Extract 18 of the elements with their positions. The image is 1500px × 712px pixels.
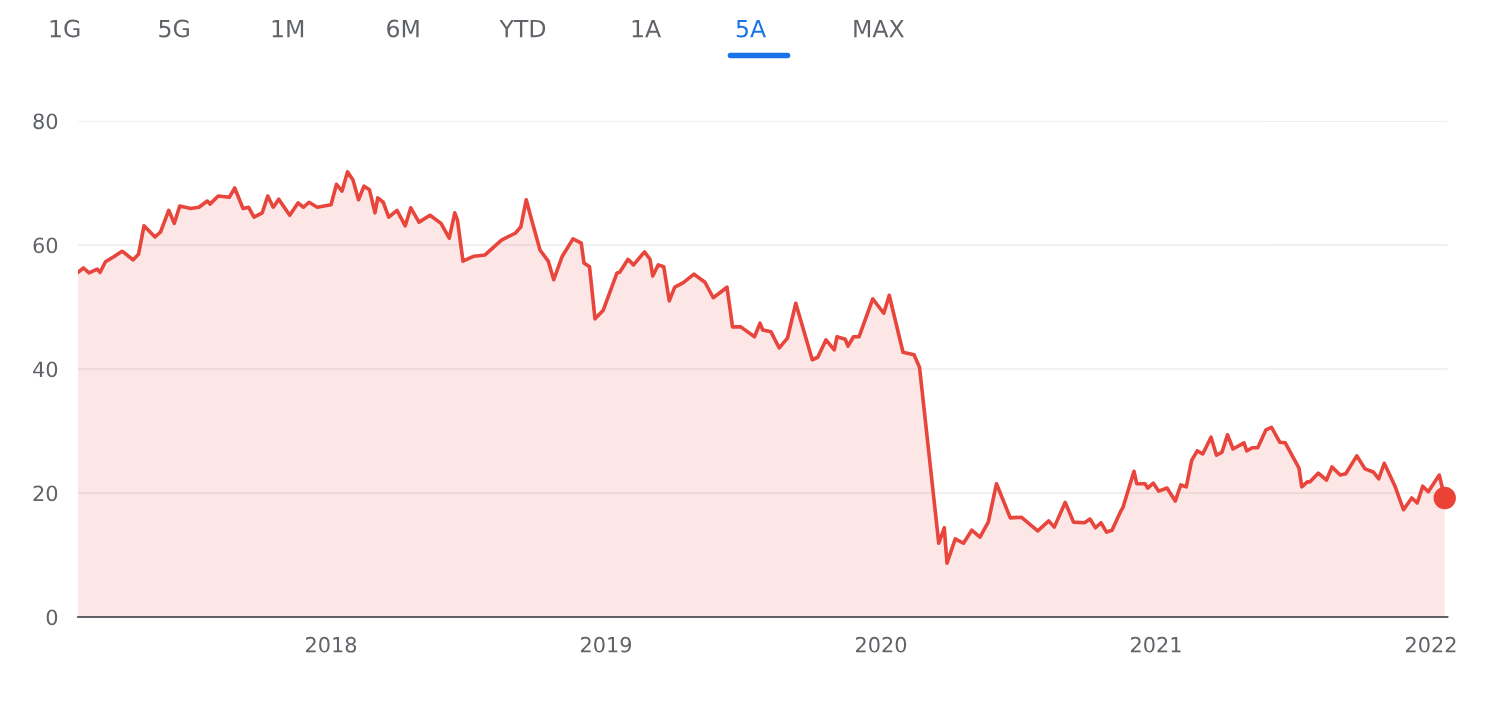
y-tick-label: 0: [46, 609, 58, 626]
text: YTD: [499, 19, 546, 38]
x-tick-label: 2020: [856, 636, 907, 653]
text: MAX: [854, 19, 904, 38]
text: 5A: [736, 19, 766, 38]
text: 6M: [387, 19, 419, 38]
text: 1M: [272, 19, 304, 38]
y-tick-label: 80: [33, 113, 58, 130]
x-tick-label: 2019: [581, 636, 632, 653]
text: 1G: [50, 19, 80, 38]
text: 5G: [159, 19, 189, 38]
x-tick-label: 2021: [1131, 636, 1181, 653]
x-tick-label: 2018: [306, 636, 357, 653]
x-tick-label: 2022: [1406, 636, 1456, 653]
text: 1A: [632, 19, 661, 38]
y-tick-label: 60: [33, 237, 58, 254]
y-tick-label: 20: [33, 485, 58, 502]
y-tick-label: 40: [33, 361, 58, 378]
